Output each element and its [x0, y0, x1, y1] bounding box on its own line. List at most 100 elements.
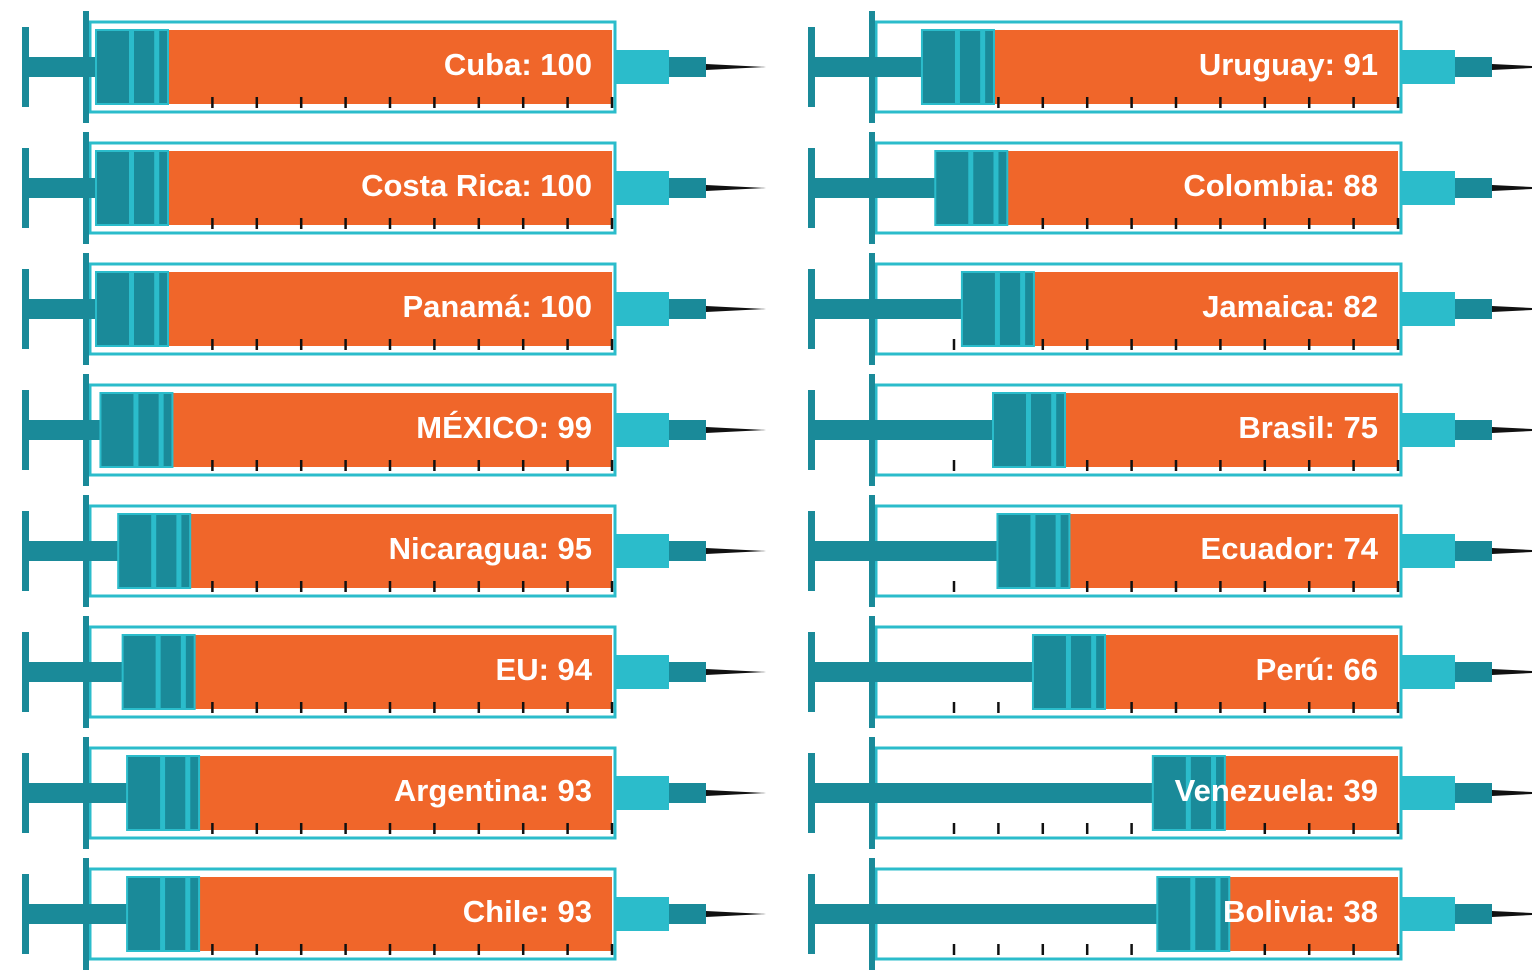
plunger-rod — [25, 299, 96, 319]
plunger-ring — [154, 30, 160, 104]
needle — [1492, 64, 1532, 70]
plunger-ring — [1020, 272, 1026, 346]
nozzle — [616, 655, 669, 689]
nozzle-tip — [1455, 299, 1492, 319]
needle — [706, 548, 766, 554]
plunger-thumb — [808, 874, 815, 954]
nozzle-tip — [669, 420, 706, 440]
flange — [83, 132, 89, 244]
value-label: Cuba: 100 — [444, 47, 592, 82]
plunger-ring — [1215, 877, 1221, 951]
plunger-thumb — [22, 27, 29, 107]
bar — [190, 514, 612, 588]
nozzle — [1402, 413, 1455, 447]
plunger-ring — [968, 151, 974, 225]
needle — [706, 911, 766, 917]
nozzle — [1402, 655, 1455, 689]
bar — [1033, 272, 1398, 346]
needle — [1492, 790, 1532, 796]
bar — [1069, 514, 1398, 588]
flange — [83, 737, 89, 849]
plunger-rod — [811, 783, 1153, 803]
needle — [1492, 911, 1532, 917]
flange — [83, 11, 89, 123]
plunger-thumb — [22, 269, 29, 349]
nozzle — [616, 534, 669, 568]
bar — [1065, 393, 1398, 467]
flange — [83, 495, 89, 607]
plunger-ring — [993, 151, 999, 225]
plunger-thumb — [22, 874, 29, 954]
needle — [1492, 669, 1532, 675]
plunger-ring — [1211, 756, 1217, 830]
value-label: EU: 94 — [496, 652, 593, 687]
plunger-rod — [25, 420, 101, 440]
needle — [706, 185, 766, 191]
nozzle-tip — [1455, 57, 1492, 77]
nozzle — [1402, 171, 1455, 205]
bar — [168, 272, 612, 346]
needle — [1492, 548, 1532, 554]
nozzle — [616, 50, 669, 84]
nozzle-tip — [669, 662, 706, 682]
bar — [199, 877, 612, 951]
bar — [993, 30, 1398, 104]
flange — [869, 374, 875, 486]
plunger-thumb — [22, 511, 29, 591]
nozzle-tip — [1455, 420, 1492, 440]
nozzle-tip — [1455, 662, 1492, 682]
plunger-ring — [158, 393, 164, 467]
plunger-rod — [25, 904, 128, 924]
needle — [706, 669, 766, 675]
nozzle — [1402, 50, 1455, 84]
plunger-ring — [129, 272, 134, 346]
flange — [869, 737, 875, 849]
nozzle-tip — [1455, 783, 1492, 803]
nozzle-tip — [669, 783, 706, 803]
plunger-rod — [25, 662, 123, 682]
plunger-ring — [160, 877, 166, 951]
nozzle-tip — [669, 904, 706, 924]
plunger-thumb — [22, 753, 29, 833]
plunger-ring — [154, 272, 160, 346]
plunger-ring — [1091, 635, 1097, 709]
bar — [1007, 151, 1398, 225]
plunger-ring — [1190, 877, 1196, 951]
plunger-ring — [954, 30, 960, 104]
plunger-thumb — [808, 632, 815, 712]
value-label: MÉXICO: 99 — [416, 410, 592, 445]
plunger-rod — [811, 420, 993, 440]
flange — [83, 616, 89, 728]
nozzle-tip — [669, 299, 706, 319]
needle — [1492, 306, 1532, 312]
value-label: Bolivia: 38 — [1223, 894, 1378, 929]
nozzle-tip — [669, 178, 706, 198]
value-label: Brasil: 75 — [1238, 410, 1378, 445]
value-label: Chile: 93 — [463, 894, 592, 929]
nozzle — [616, 776, 669, 810]
plunger-ring — [1185, 756, 1191, 830]
value-label: Ecuador: 74 — [1201, 531, 1379, 566]
nozzle-tip — [1455, 541, 1492, 561]
plunger-ring — [176, 514, 182, 588]
plunger-ring — [154, 151, 160, 225]
needle — [706, 306, 766, 312]
value-label: Jamaica: 82 — [1202, 289, 1378, 324]
nozzle-tip — [669, 541, 706, 561]
value-label: Panamá: 100 — [402, 289, 592, 324]
needle — [706, 427, 766, 433]
plunger-thumb — [22, 148, 29, 228]
value-label: Colombia: 88 — [1183, 168, 1378, 203]
nozzle — [616, 413, 669, 447]
plunger-ring — [129, 30, 134, 104]
nozzle-tip — [669, 57, 706, 77]
nozzle — [616, 897, 669, 931]
plunger-thumb — [808, 269, 815, 349]
nozzle — [1402, 776, 1455, 810]
plunger-ring — [1055, 514, 1061, 588]
value-label: Nicaragua: 95 — [389, 531, 592, 566]
plunger-thumb — [22, 390, 29, 470]
nozzle — [1402, 897, 1455, 931]
plunger-ring — [185, 756, 191, 830]
